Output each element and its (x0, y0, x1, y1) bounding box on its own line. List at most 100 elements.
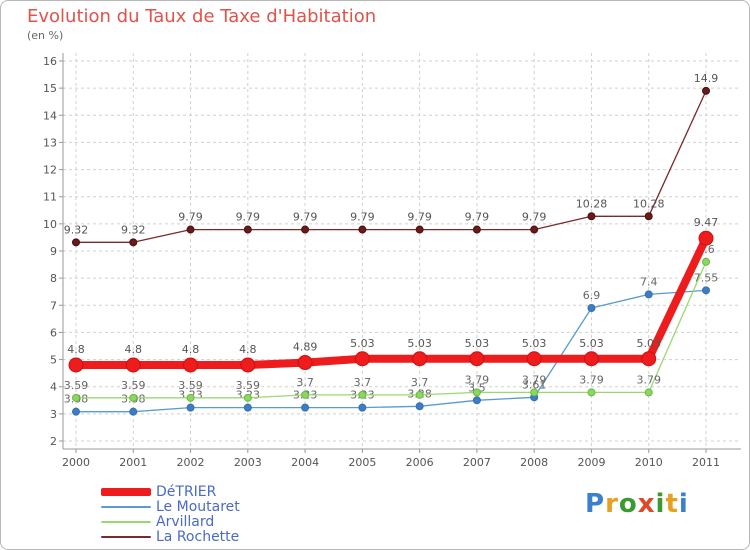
data-label-le-moutaret: 7.4 (640, 275, 658, 288)
data-label-detrier: 4.8 (125, 343, 143, 356)
data-label-le-moutaret: 3.61 (522, 378, 547, 391)
x-tick-label: 2008 (520, 456, 548, 469)
series-line-arvillard (75, 261, 707, 399)
data-label-arvillard: 3.79 (465, 373, 490, 386)
line-chart: 2 3 4 5 6 7 8 9 10 11 12 13 14 15 16 2000 2001 2002 2003 20… (43, 53, 741, 469)
y-tick-label: 13 (43, 136, 57, 149)
data-point-detrier (240, 357, 256, 373)
data-point-le-moutaret (129, 407, 138, 416)
data-point-la-rochette (472, 225, 481, 234)
x-tick-label: 2000 (62, 456, 90, 469)
data-point-la-rochette (358, 225, 367, 234)
data-point-detrier (641, 351, 657, 367)
data-point-la-rochette (415, 225, 424, 234)
data-label-detrier: 4.8 (182, 343, 200, 356)
y-tick-label: 6 (50, 326, 57, 339)
y-tick-label: 3 (50, 408, 57, 421)
data-point-detrier (125, 357, 141, 373)
legend-label: Le Moutaret (156, 499, 240, 515)
data-label-arvillard: 3.59 (121, 379, 146, 392)
data-label-arvillard: 3.59 (178, 379, 203, 392)
data-label-detrier: 5.03 (465, 337, 490, 350)
data-point-detrier (297, 355, 313, 371)
legend-swatch (101, 536, 151, 538)
data-label-detrier: 4.8 (67, 343, 85, 356)
data-label-arvillard: 3.59 (64, 379, 89, 392)
legend-label: DéTRIER (156, 484, 217, 500)
data-label-la-rochette: 9.79 (178, 211, 203, 224)
data-point-la-rochette (530, 225, 539, 234)
data-point-detrier (68, 357, 84, 373)
data-point-la-rochette (243, 225, 252, 234)
data-label-la-rochette: 9.79 (236, 211, 261, 224)
data-point-le-moutaret (415, 402, 424, 411)
series-line-le-moutaret (75, 289, 707, 413)
data-label-la-rochette: 9.79 (407, 211, 432, 224)
x-tick-label: 2011 (692, 456, 720, 469)
data-label-la-rochette: 9.79 (293, 211, 318, 224)
y-tick-label: 12 (43, 164, 57, 177)
data-label-la-rochette: 14.9 (694, 72, 719, 85)
data-point-la-rochette (702, 86, 710, 95)
data-label-la-rochette: 9.32 (121, 223, 146, 236)
brand-letter: r (605, 489, 619, 519)
x-tick-label: 2005 (348, 456, 376, 469)
data-label-arvillard: 3.7 (296, 376, 314, 389)
data-label-detrier: 5.03 (579, 337, 604, 350)
data-point-detrier (526, 351, 542, 367)
data-label-detrier: 4.8 (239, 343, 257, 356)
data-label-arvillard: 3.7 (354, 376, 372, 389)
data-point-le-moutaret (702, 286, 710, 295)
data-point-detrier (583, 351, 599, 367)
legend-swatch (101, 506, 151, 508)
brand-letter: i (678, 489, 689, 519)
x-tick-label: 2001 (119, 456, 147, 469)
data-label-la-rochette: 9.32 (64, 223, 89, 236)
y-tick-label: 10 (43, 218, 57, 231)
data-point-detrier (354, 351, 370, 367)
data-point-arvillard (186, 393, 195, 402)
unit-label: (en %) (27, 29, 64, 42)
data-point-la-rochette (587, 212, 596, 221)
y-tick-label: 9 (50, 245, 57, 258)
x-tick-label: 2002 (177, 456, 205, 469)
chart-title: Evolution du Taux de Taxe d'Habitation (27, 6, 377, 27)
data-label-detrier: 5.03 (350, 337, 375, 350)
x-tick-label: 2010 (635, 456, 663, 469)
data-point-le-moutaret (587, 304, 596, 312)
data-point-la-rochette (644, 212, 653, 221)
data-point-arvillard (129, 393, 138, 402)
data-label-arvillard: 3.79 (522, 373, 547, 386)
data-point-detrier (412, 351, 428, 367)
data-point-detrier (698, 230, 714, 246)
y-tick-label: 8 (50, 272, 57, 285)
brand-letter: i (655, 489, 666, 519)
legend-label: Arvillard (156, 514, 215, 530)
y-tick-label: 15 (43, 82, 57, 95)
brand-letter: o (618, 489, 638, 519)
data-point-le-moutaret (186, 403, 195, 412)
data-point-arvillard (587, 388, 596, 397)
data-point-la-rochette (129, 238, 138, 247)
x-tick-label: 2004 (291, 456, 319, 469)
data-point-la-rochette (186, 225, 195, 234)
data-label-le-moutaret: 3.5 (468, 381, 486, 394)
x-tick-label: 2003 (234, 456, 262, 469)
data-label-la-rochette: 9.79 (350, 211, 375, 224)
data-point-detrier (183, 357, 199, 373)
legend-swatch (101, 521, 151, 523)
data-point-arvillard (472, 388, 481, 397)
data-label-la-rochette: 10.28 (633, 197, 665, 210)
data-label-detrier: 9.47 (694, 216, 719, 229)
y-tick-label: 4 (50, 381, 57, 394)
data-point-le-moutaret (472, 396, 481, 405)
data-point-arvillard (72, 393, 80, 402)
x-tick-label: 2007 (463, 456, 491, 469)
data-point-le-moutaret (644, 290, 653, 299)
data-label-la-rochette: 9.79 (465, 211, 490, 224)
data-point-le-moutaret (243, 403, 252, 412)
data-point-arvillard (243, 393, 252, 402)
data-label-arvillard: 3.79 (636, 373, 661, 386)
data-label-arvillard: 3.7 (411, 376, 429, 389)
data-point-arvillard (301, 390, 310, 399)
